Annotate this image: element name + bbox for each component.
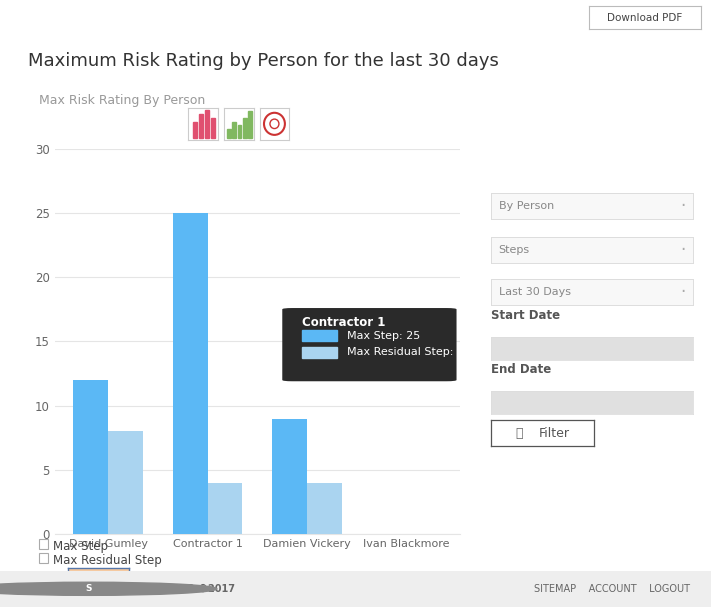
Text: Maximum Risk Rating by Person for the last 30 days: Maximum Risk Rating by Person for the la… (28, 52, 499, 70)
Text: Start Date: Start Date (491, 309, 560, 322)
Text: SITEMAP    ACCOUNT    LOGOUT: SITEMAP ACCOUNT LOGOUT (534, 584, 690, 594)
Bar (208, 483, 242, 534)
Bar (237, 126, 241, 138)
Text: End Date: End Date (491, 363, 551, 376)
Bar (272, 419, 307, 534)
Text: ·: · (680, 241, 685, 259)
Text: Steps: Steps (498, 245, 530, 255)
Text: Max Residual Step: Max Residual Step (53, 554, 162, 567)
Bar (108, 432, 143, 534)
Text: Download PDF: Download PDF (607, 13, 683, 22)
FancyBboxPatch shape (282, 308, 456, 381)
Text: Last 30 Days: Last 30 Days (498, 287, 571, 297)
Bar (210, 118, 215, 138)
Text: S: S (85, 585, 92, 593)
Text: ·: · (680, 197, 685, 215)
Text: SAFEWORKPRO ©2017: SAFEWORKPRO ©2017 (110, 584, 235, 594)
Bar (199, 114, 203, 138)
Bar (243, 118, 247, 138)
Text: Filter: Filter (539, 427, 570, 439)
Bar (302, 347, 337, 358)
Bar (227, 129, 230, 138)
Bar (73, 380, 108, 534)
Text: By Person: By Person (498, 201, 554, 211)
Text: Max Step: Max Step (53, 540, 108, 553)
Bar (205, 110, 209, 138)
Bar (248, 111, 252, 138)
Bar (232, 122, 236, 138)
Text: POWERED BY: POWERED BY (21, 584, 93, 594)
Bar (307, 483, 342, 534)
Text: 🖉: 🖉 (515, 427, 523, 439)
Bar (173, 213, 208, 534)
Bar (302, 330, 337, 341)
Circle shape (0, 582, 217, 595)
Text: Max Step: 25: Max Step: 25 (347, 331, 420, 341)
Text: ·: · (680, 283, 685, 301)
Bar (193, 122, 198, 138)
Text: Max Residual Step: 4: Max Residual Step: 4 (347, 347, 464, 358)
Text: Max Risk Rating By Person: Max Risk Rating By Person (39, 94, 205, 107)
Text: Contractor 1: Contractor 1 (302, 316, 385, 329)
